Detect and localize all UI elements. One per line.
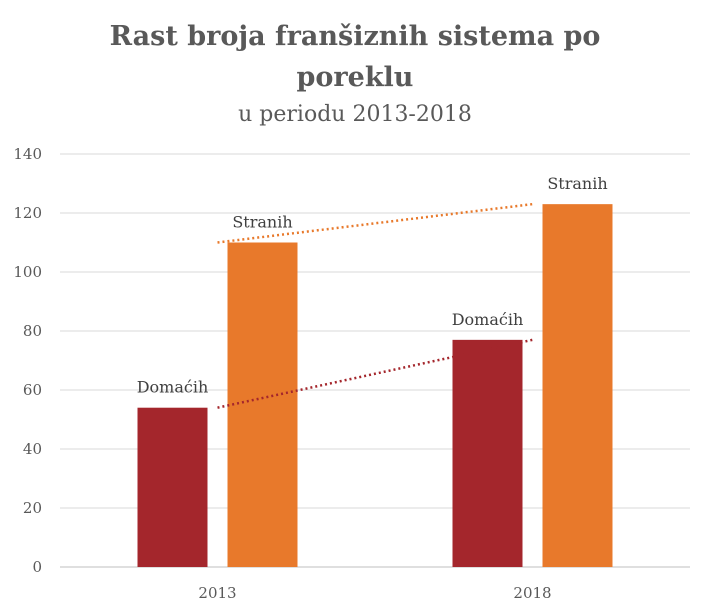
y-tick-label: 100 — [13, 263, 42, 281]
y-tick-label: 140 — [13, 145, 42, 163]
data-label: Domaćih — [137, 378, 209, 397]
trendline-domaćih — [217, 338, 533, 409]
y-tick-label: 120 — [13, 204, 42, 222]
bar-stranih-2013 — [227, 242, 298, 567]
bar-stranih-2018 — [542, 204, 613, 567]
y-tick-label: 20 — [23, 499, 42, 517]
x-tick-label: 2013 — [198, 584, 236, 602]
chart-title-line-2: poreklu — [297, 62, 414, 93]
y-tick-label: 80 — [23, 322, 42, 340]
bar-domaćih-2018 — [452, 339, 523, 567]
chart-subtitle: u periodu 2013-2018 — [238, 102, 472, 127]
bar-domaćih-2013 — [137, 407, 208, 567]
data-label: Stranih — [547, 174, 607, 193]
y-tick-label: 40 — [23, 440, 42, 458]
chart-title-line-1: Rast broja franšiznih sistema po — [110, 21, 601, 52]
y-tick-label: 60 — [23, 381, 42, 399]
y-tick-label: 0 — [32, 558, 42, 576]
x-tick-label: 2018 — [513, 584, 551, 602]
data-label: Domaćih — [452, 310, 524, 329]
data-label: Stranih — [232, 213, 292, 232]
